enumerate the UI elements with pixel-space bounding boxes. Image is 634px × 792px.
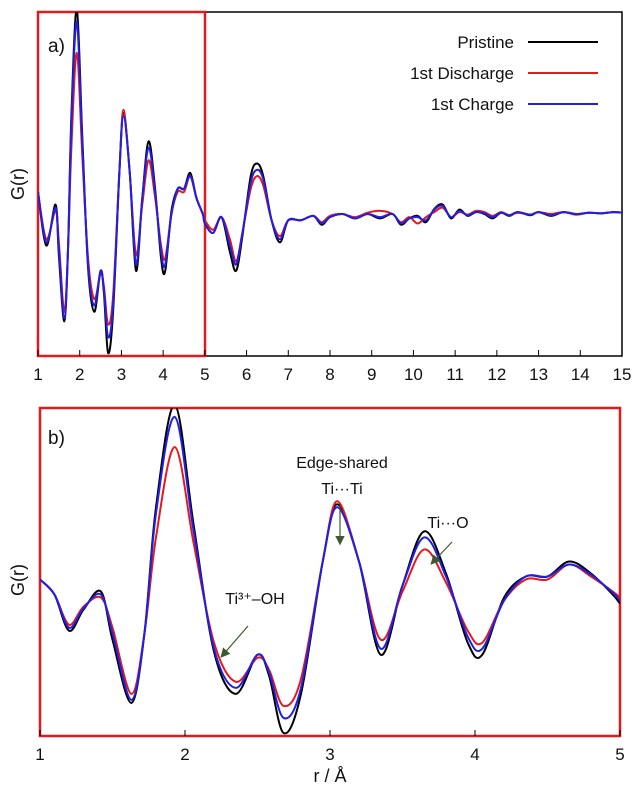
panel-b-x-tick-label: 5 bbox=[615, 745, 624, 764]
panel-a-x-tick-label: 7 bbox=[284, 365, 293, 384]
panel-a-x-tick-label: 5 bbox=[200, 365, 209, 384]
panel-a-x-tick-label: 15 bbox=[613, 365, 632, 384]
panel-b-x-tick-labels: 1 2 3 4 5 bbox=[35, 745, 624, 764]
panel-b-x-tick-label: 2 bbox=[180, 745, 189, 764]
legend: Pristine 1st Discharge 1st Charge bbox=[410, 33, 598, 114]
panel-a-x-tick-label: 13 bbox=[529, 365, 548, 384]
annotation-arrow-ti3-oh bbox=[220, 625, 249, 658]
panel-a-x-tick-label: 9 bbox=[367, 365, 376, 384]
panel-a-y-axis-title: G(r) bbox=[8, 168, 28, 200]
panel-a-x-tick-label: 8 bbox=[325, 365, 334, 384]
panel-a: 1 2 3 4 5 6 7 8 9 10 11 12 13 14 15 a) G(r) Pristine1s… bbox=[8, 10, 631, 384]
annotation-ti-o: Ti···O bbox=[427, 515, 468, 532]
x-axis-title: r / Å bbox=[313, 766, 346, 786]
panel-a-frame bbox=[37, 11, 623, 357]
legend-label-1st-charge: 1st Charge bbox=[431, 95, 514, 114]
panel-b-annotations: Ti³⁺–OH Edge-shared Ti···Ti Ti···O bbox=[220, 455, 469, 658]
panel-a-x-tick-label: 3 bbox=[117, 365, 126, 384]
panel-a-x-ticks bbox=[37, 350, 623, 356]
legend-label-1st-discharge: 1st Discharge bbox=[410, 64, 514, 83]
panel-a-x-tick-label: 2 bbox=[75, 365, 84, 384]
panel-a-series-line-1st-charge bbox=[38, 20, 622, 339]
panel-a-series-line-1st-discharge bbox=[38, 52, 622, 326]
annotation-arrow-ti-o bbox=[430, 541, 453, 565]
panel-a-x-tick-labels: 1 2 3 4 5 6 7 8 9 10 11 12 13 14 15 bbox=[33, 365, 631, 384]
panel-a-x-tick-label: 10 bbox=[404, 365, 423, 384]
panel-a-series bbox=[38, 12, 622, 355]
panel-a-x-tick-label: 4 bbox=[158, 365, 167, 384]
panel-b-series bbox=[40, 408, 620, 735]
panel-b-x-tick-label: 3 bbox=[325, 745, 334, 764]
annotation-edge-shared-line1: Edge-shared bbox=[296, 455, 388, 472]
panel-a-series-line-pristine bbox=[38, 12, 622, 355]
panel-b-y-axis-title: G(r) bbox=[8, 564, 28, 596]
panel-a-x-tick-label: 11 bbox=[446, 365, 464, 384]
panel-b-series-line-pristine bbox=[40, 408, 620, 735]
annotation-edge-shared-line2: Ti···Ti bbox=[321, 481, 362, 498]
panel-b-label: b) bbox=[48, 428, 65, 449]
panel-a-label: a) bbox=[48, 36, 65, 57]
panel-b-x-tick-label: 4 bbox=[470, 745, 479, 764]
panel-b-x-ticks bbox=[39, 730, 621, 736]
annotation-ti3-oh: Ti³⁺–OH bbox=[225, 591, 284, 608]
panel-a-x-tick-label: 12 bbox=[487, 365, 506, 384]
legend-label-pristine: Pristine bbox=[457, 33, 514, 52]
panel-b-series-line-1st-charge bbox=[40, 416, 620, 720]
panel-a-x-tick-label: 6 bbox=[242, 365, 251, 384]
panel-a-x-tick-label: 14 bbox=[571, 365, 590, 384]
panel-a-x-tick-label: 1 bbox=[33, 365, 42, 384]
panel-b-x-tick-label: 1 bbox=[35, 745, 44, 764]
